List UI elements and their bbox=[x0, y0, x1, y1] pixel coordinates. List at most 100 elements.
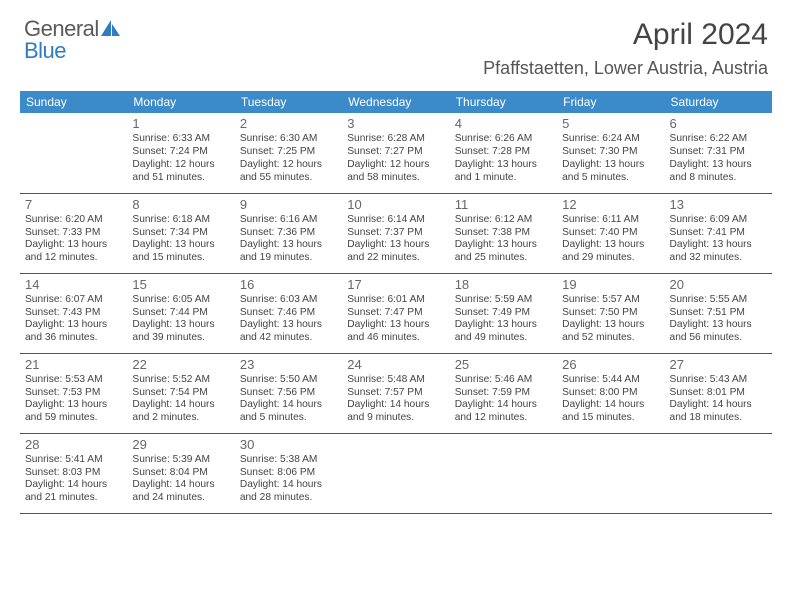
sunset-text: Sunset: 7:37 PM bbox=[347, 227, 444, 240]
calendar-cell: 28Sunrise: 5:41 AMSunset: 8:03 PMDayligh… bbox=[20, 433, 127, 513]
daylight2-text: and 49 minutes. bbox=[455, 332, 552, 345]
sunrise-text: Sunrise: 5:50 AM bbox=[240, 374, 337, 387]
daylight1-text: Daylight: 12 hours bbox=[132, 159, 229, 172]
calendar-cell: 21Sunrise: 5:53 AMSunset: 7:53 PMDayligh… bbox=[20, 353, 127, 433]
daylight2-text: and 24 minutes. bbox=[132, 492, 229, 505]
calendar-cell: 5Sunrise: 6:24 AMSunset: 7:30 PMDaylight… bbox=[557, 113, 664, 193]
sunrise-text: Sunrise: 6:11 AM bbox=[562, 214, 659, 227]
sunset-text: Sunset: 7:59 PM bbox=[455, 387, 552, 400]
weekday-header: Tuesday bbox=[235, 91, 342, 113]
day-number: 16 bbox=[240, 277, 337, 293]
day-number: 10 bbox=[347, 197, 444, 213]
daylight1-text: Daylight: 13 hours bbox=[562, 319, 659, 332]
daylight2-text: and 1 minute. bbox=[455, 172, 552, 185]
sunrise-text: Sunrise: 5:59 AM bbox=[455, 294, 552, 307]
calendar-cell: 6Sunrise: 6:22 AMSunset: 7:31 PMDaylight… bbox=[665, 113, 772, 193]
calendar-cell: 18Sunrise: 5:59 AMSunset: 7:49 PMDayligh… bbox=[450, 273, 557, 353]
sunset-text: Sunset: 7:25 PM bbox=[240, 146, 337, 159]
daylight1-text: Daylight: 13 hours bbox=[132, 239, 229, 252]
calendar-cell bbox=[450, 433, 557, 513]
day-number: 21 bbox=[25, 357, 122, 373]
daylight1-text: Daylight: 14 hours bbox=[670, 399, 767, 412]
calendar-cell bbox=[20, 113, 127, 193]
daylight2-text: and 56 minutes. bbox=[670, 332, 767, 345]
sunset-text: Sunset: 7:49 PM bbox=[455, 307, 552, 320]
daylight2-text: and 5 minutes. bbox=[562, 172, 659, 185]
day-number: 17 bbox=[347, 277, 444, 293]
sunrise-text: Sunrise: 6:07 AM bbox=[25, 294, 122, 307]
sunrise-text: Sunrise: 6:20 AM bbox=[25, 214, 122, 227]
daylight1-text: Daylight: 13 hours bbox=[670, 239, 767, 252]
daylight1-text: Daylight: 13 hours bbox=[240, 319, 337, 332]
day-number: 25 bbox=[455, 357, 552, 373]
daylight2-text: and 28 minutes. bbox=[240, 492, 337, 505]
sunrise-text: Sunrise: 6:12 AM bbox=[455, 214, 552, 227]
sunset-text: Sunset: 7:51 PM bbox=[670, 307, 767, 320]
calendar-row: 1Sunrise: 6:33 AMSunset: 7:24 PMDaylight… bbox=[20, 113, 772, 193]
calendar-cell: 4Sunrise: 6:26 AMSunset: 7:28 PMDaylight… bbox=[450, 113, 557, 193]
sunrise-text: Sunrise: 6:03 AM bbox=[240, 294, 337, 307]
day-number: 18 bbox=[455, 277, 552, 293]
sunrise-text: Sunrise: 6:33 AM bbox=[132, 133, 229, 146]
calendar-cell bbox=[665, 433, 772, 513]
calendar-cell: 11Sunrise: 6:12 AMSunset: 7:38 PMDayligh… bbox=[450, 193, 557, 273]
daylight1-text: Daylight: 13 hours bbox=[347, 239, 444, 252]
sunrise-text: Sunrise: 5:41 AM bbox=[25, 454, 122, 467]
calendar-cell: 23Sunrise: 5:50 AMSunset: 7:56 PMDayligh… bbox=[235, 353, 342, 433]
day-number: 4 bbox=[455, 116, 552, 132]
sunrise-text: Sunrise: 6:05 AM bbox=[132, 294, 229, 307]
day-number: 5 bbox=[562, 116, 659, 132]
sunset-text: Sunset: 7:36 PM bbox=[240, 227, 337, 240]
daylight2-text: and 59 minutes. bbox=[25, 412, 122, 425]
daylight2-text: and 19 minutes. bbox=[240, 252, 337, 265]
daylight1-text: Daylight: 13 hours bbox=[25, 319, 122, 332]
sunset-text: Sunset: 8:00 PM bbox=[562, 387, 659, 400]
daylight2-text: and 21 minutes. bbox=[25, 492, 122, 505]
calendar-cell: 19Sunrise: 5:57 AMSunset: 7:50 PMDayligh… bbox=[557, 273, 664, 353]
sunrise-text: Sunrise: 5:44 AM bbox=[562, 374, 659, 387]
calendar-cell: 27Sunrise: 5:43 AMSunset: 8:01 PMDayligh… bbox=[665, 353, 772, 433]
sunset-text: Sunset: 8:03 PM bbox=[25, 467, 122, 480]
calendar-cell: 12Sunrise: 6:11 AMSunset: 7:40 PMDayligh… bbox=[557, 193, 664, 273]
logo: General Blue bbox=[24, 18, 121, 62]
calendar-row: 28Sunrise: 5:41 AMSunset: 8:03 PMDayligh… bbox=[20, 433, 772, 513]
sunrise-text: Sunrise: 6:09 AM bbox=[670, 214, 767, 227]
sunrise-text: Sunrise: 5:57 AM bbox=[562, 294, 659, 307]
sunset-text: Sunset: 7:34 PM bbox=[132, 227, 229, 240]
sunset-text: Sunset: 7:33 PM bbox=[25, 227, 122, 240]
daylight2-text: and 15 minutes. bbox=[562, 412, 659, 425]
daylight2-text: and 18 minutes. bbox=[670, 412, 767, 425]
calendar-cell: 24Sunrise: 5:48 AMSunset: 7:57 PMDayligh… bbox=[342, 353, 449, 433]
sunrise-text: Sunrise: 6:30 AM bbox=[240, 133, 337, 146]
day-number: 19 bbox=[562, 277, 659, 293]
daylight2-text: and 32 minutes. bbox=[670, 252, 767, 265]
calendar-cell: 20Sunrise: 5:55 AMSunset: 7:51 PMDayligh… bbox=[665, 273, 772, 353]
calendar-cell bbox=[342, 433, 449, 513]
calendar-cell: 1Sunrise: 6:33 AMSunset: 7:24 PMDaylight… bbox=[127, 113, 234, 193]
sunset-text: Sunset: 7:56 PM bbox=[240, 387, 337, 400]
title-block: April 2024 Pfaffstaetten, Lower Austria,… bbox=[483, 18, 768, 79]
calendar-cell: 29Sunrise: 5:39 AMSunset: 8:04 PMDayligh… bbox=[127, 433, 234, 513]
day-number: 23 bbox=[240, 357, 337, 373]
daylight1-text: Daylight: 12 hours bbox=[240, 159, 337, 172]
day-number: 28 bbox=[25, 437, 122, 453]
sunrise-text: Sunrise: 5:52 AM bbox=[132, 374, 229, 387]
sunrise-text: Sunrise: 5:48 AM bbox=[347, 374, 444, 387]
sunrise-text: Sunrise: 6:28 AM bbox=[347, 133, 444, 146]
weekday-header-row: Sunday Monday Tuesday Wednesday Thursday… bbox=[20, 91, 772, 113]
calendar-cell: 30Sunrise: 5:38 AMSunset: 8:06 PMDayligh… bbox=[235, 433, 342, 513]
sunrise-text: Sunrise: 6:01 AM bbox=[347, 294, 444, 307]
daylight1-text: Daylight: 14 hours bbox=[347, 399, 444, 412]
logo-text: General Blue bbox=[24, 18, 121, 62]
calendar-cell: 9Sunrise: 6:16 AMSunset: 7:36 PMDaylight… bbox=[235, 193, 342, 273]
daylight2-text: and 12 minutes. bbox=[25, 252, 122, 265]
daylight2-text: and 2 minutes. bbox=[132, 412, 229, 425]
logo-sail-icon bbox=[101, 23, 121, 40]
sunset-text: Sunset: 8:04 PM bbox=[132, 467, 229, 480]
calendar-cell: 25Sunrise: 5:46 AMSunset: 7:59 PMDayligh… bbox=[450, 353, 557, 433]
daylight2-text: and 36 minutes. bbox=[25, 332, 122, 345]
calendar-row: 14Sunrise: 6:07 AMSunset: 7:43 PMDayligh… bbox=[20, 273, 772, 353]
daylight2-text: and 12 minutes. bbox=[455, 412, 552, 425]
calendar-table: Sunday Monday Tuesday Wednesday Thursday… bbox=[20, 91, 772, 514]
daylight2-text: and 52 minutes. bbox=[562, 332, 659, 345]
